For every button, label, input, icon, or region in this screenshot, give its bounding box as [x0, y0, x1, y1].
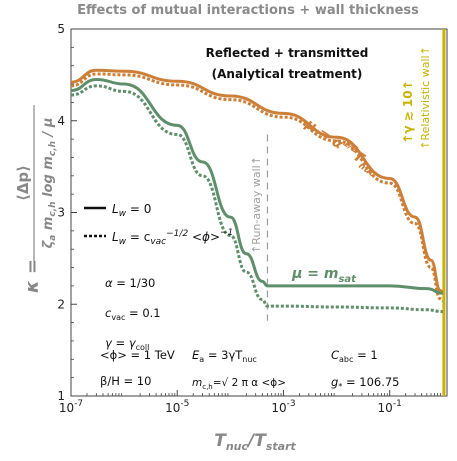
x-tick-label: 10-5	[165, 399, 189, 415]
series-line-3	[70, 84, 443, 314]
y-tick-label: 2	[57, 297, 65, 311]
param-beta: β/H = 10	[100, 374, 151, 388]
series-line-1	[70, 72, 444, 303]
chart-title: Effects of mutual interactions + wall th…	[77, 3, 419, 18]
legend: Lw = 0 Lw = cvac−1/2 <ϕ>−1	[84, 202, 233, 247]
svg-text:Tnuc/Tstart: Tnuc/Tstart	[214, 431, 296, 453]
param-alpha: α = 1/30	[105, 276, 155, 290]
y-tick-label: 3	[57, 206, 65, 220]
x-axis-label: Tnuc/Tstart	[214, 431, 296, 453]
param-cabc: Cabc = 1	[331, 348, 378, 364]
param-phi: <ϕ> = 1 TeV	[100, 348, 175, 362]
y-axis-label: κ = ⟨Δp⟩ ζa mc,h log mc,h / μ	[14, 105, 58, 293]
label-mu-sat: μ = msat	[291, 266, 357, 285]
annotation-runaway: ↑Run-away wall↑	[250, 156, 263, 254]
x-tick-label: 10-7	[59, 399, 83, 415]
annotation-reflected: Reflected + transmitted	[206, 46, 369, 60]
x-tick-label: 10-1	[378, 399, 402, 415]
series-line-0	[70, 68, 444, 294]
svg-text:⟨Δp⟩: ⟨Δp⟩	[14, 165, 32, 201]
annotation-relativistic: ↑Relativistic wall↑	[419, 46, 432, 150]
param-ea: Ea = 3γTnuc	[192, 348, 257, 364]
param-cvac: cvac = 0.1	[105, 306, 161, 322]
param-mch: mc,h=√ 2 π α <ϕ>	[192, 377, 286, 391]
svg-text:Lw = cvac−1/2 <ϕ>−1: Lw = cvac−1/2 <ϕ>−1	[112, 228, 233, 247]
param-gstar: g* = 106.75	[331, 375, 400, 391]
annotation-gamma: ↑γ ≳ 10↑	[401, 80, 415, 143]
y-tick-label: 4	[57, 114, 65, 128]
svg-text:ζa mc,h log mc,h / μ: ζa mc,h log mc,h / μ	[41, 118, 58, 249]
series-line-2	[70, 77, 443, 295]
annotation-analytical: (Analytical treatment)	[212, 67, 363, 81]
y-tick-label: 1	[57, 389, 65, 403]
y-tick-label: 5	[57, 22, 65, 36]
x-tick-label: 10-3	[271, 399, 295, 415]
svg-text:κ =: κ =	[22, 259, 43, 293]
svg-text:μ = α1/2Tnuc: μ = α1/2Tnuc	[300, 115, 383, 180]
svg-text:Lw = 0: Lw = 0	[112, 202, 151, 219]
label-mu-alpha: μ = α1/2Tnuc	[300, 115, 383, 180]
